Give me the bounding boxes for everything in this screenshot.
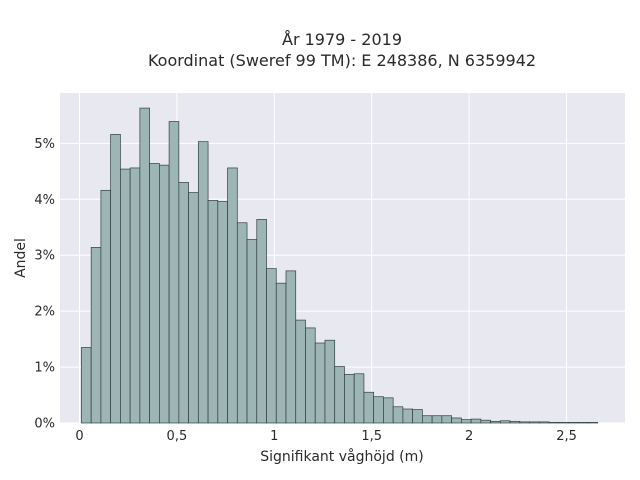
histogram-bar (178, 182, 189, 424)
y-tick-label: 4% (34, 193, 55, 208)
histogram-bar (334, 366, 345, 424)
histogram-bar (548, 422, 560, 424)
histogram-bar (120, 168, 131, 424)
histogram-bar (577, 422, 589, 424)
histogram-bar (538, 421, 550, 424)
histogram-bar (159, 164, 170, 424)
histogram-bar (266, 268, 277, 424)
y-tick-label: 3% (34, 249, 55, 264)
histogram-bar (256, 219, 267, 424)
histogram-bar (81, 347, 92, 424)
histogram-bar (100, 189, 112, 424)
histogram-bar (314, 342, 326, 424)
chart-title-line-2: Koordinat (Sweref 99 TM): E 248386, N 63… (148, 51, 536, 70)
histogram-bar (470, 418, 482, 424)
histogram-bar (519, 421, 530, 424)
histogram-bar (558, 422, 569, 424)
x-tick-label: 0,5 (167, 429, 188, 444)
x-tick-label: 1 (270, 429, 278, 444)
histogram-bar (246, 239, 258, 424)
histogram-bar (431, 415, 443, 424)
y-tick-label: 2% (34, 305, 55, 320)
histogram-bar (490, 420, 501, 424)
histogram-bar (422, 415, 433, 424)
histogram-bar (529, 421, 540, 424)
histogram-bar (168, 121, 180, 424)
histogram-bar (149, 163, 160, 424)
histogram-bar (217, 201, 228, 424)
axis-ticks: 0 0,5 1 1,5 2 2,5 0% 1% 2% 3% 4% 5% (34, 137, 577, 444)
histogram-bar (344, 373, 355, 424)
histogram-bar (188, 192, 199, 424)
histogram-bar (412, 409, 423, 424)
histogram-bar (451, 417, 462, 424)
histogram-bar (197, 141, 209, 424)
histogram-bar (392, 406, 404, 424)
histogram-bar (275, 282, 287, 424)
chart-title-line-1: År 1979 - 2019 (282, 30, 402, 49)
histogram-bar (373, 396, 384, 424)
y-axis-label: Andel (13, 238, 29, 278)
histogram-bar (110, 134, 121, 424)
histogram-bar (207, 200, 219, 424)
histogram-bar (129, 167, 141, 424)
histogram-bar (285, 270, 297, 424)
histogram-bar (587, 422, 599, 424)
y-tick-label: 0% (34, 417, 55, 432)
x-tick-label: 1,5 (361, 429, 382, 444)
histogram-bar (402, 408, 413, 424)
histogram-bar (295, 319, 306, 424)
x-tick-label: 0 (75, 429, 83, 444)
y-tick-label: 1% (34, 361, 55, 376)
histogram-bar (227, 167, 238, 424)
x-tick-label: 2,5 (556, 429, 577, 444)
histogram-bar (90, 247, 102, 424)
histogram-bar (236, 222, 248, 424)
histogram-bar (499, 420, 511, 424)
histogram-bar (568, 422, 579, 424)
y-tick-label: 5% (34, 137, 55, 152)
histogram-bars (81, 107, 599, 424)
histogram-bar (305, 327, 316, 424)
histogram-bar (139, 107, 150, 424)
histogram-bar (441, 415, 452, 424)
histogram-bar (460, 419, 472, 424)
histogram-bar (324, 339, 336, 424)
x-axis-label: Signifikant våghöjd (m) (260, 448, 423, 465)
histogram-bar (509, 420, 521, 424)
histogram-bar (363, 391, 375, 424)
histogram-bar (383, 397, 394, 424)
x-tick-label: 2 (465, 429, 473, 444)
histogram-bar (480, 419, 491, 424)
histogram-bar (353, 373, 365, 424)
